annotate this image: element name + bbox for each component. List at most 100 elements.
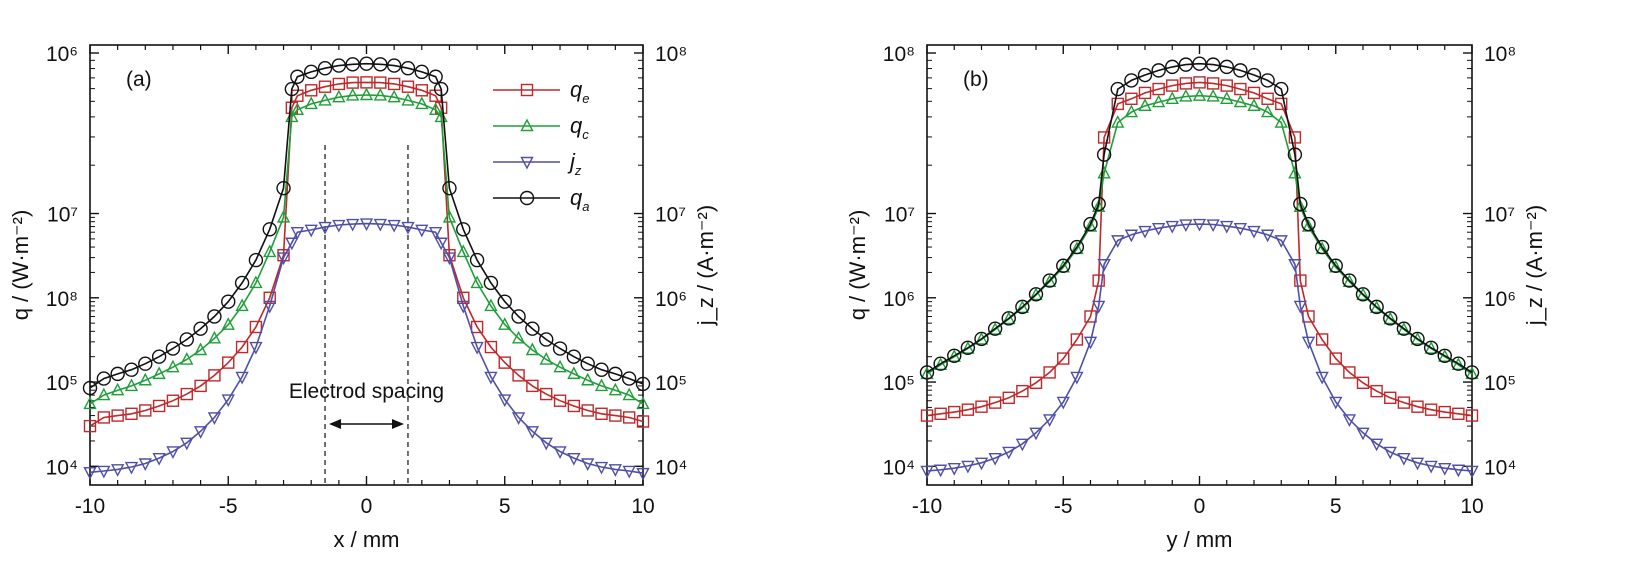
data-point: [1383, 311, 1397, 325]
data-point: [318, 92, 332, 106]
data-point: [539, 332, 554, 347]
data-point: [1016, 384, 1029, 398]
data-point: [1356, 287, 1370, 301]
data-point: [442, 209, 457, 223]
data-point: [1002, 446, 1016, 460]
data-point: [567, 452, 581, 466]
data-point: [1438, 405, 1451, 419]
data-point: [1205, 57, 1221, 72]
y-tick-label-right: 10⁶: [655, 288, 687, 311]
data-point: [526, 379, 539, 393]
data-point: [1424, 403, 1438, 416]
plot-frame: [89, 44, 644, 486]
series-line-j-z: [926, 223, 1473, 472]
data-point: [1246, 67, 1262, 83]
data-point: [1410, 457, 1425, 471]
data-point: [1192, 218, 1207, 232]
legend-label-base: q: [570, 185, 583, 210]
data-point: [539, 352, 553, 365]
data-point: [636, 415, 650, 428]
data-point: [138, 372, 152, 386]
data-point: [1274, 235, 1288, 248]
data-point: [622, 387, 636, 401]
data-point: [1070, 371, 1084, 385]
data-point: [1083, 216, 1098, 232]
data-point: [1342, 274, 1357, 287]
data-point: [97, 465, 111, 479]
data-point: [1288, 259, 1302, 272]
data-point: [525, 426, 540, 439]
data-point: [581, 404, 594, 417]
legend-label-base: j: [567, 149, 576, 174]
data-point: [498, 356, 511, 369]
arrow-left-icon: [329, 419, 342, 429]
data-point: [235, 298, 249, 312]
data-point: [1355, 287, 1371, 302]
series-line-q-c: [926, 94, 1473, 375]
data-point: [1166, 79, 1179, 92]
data-point: [580, 356, 595, 371]
data-point: [124, 362, 139, 377]
x-tick-label: 0: [361, 495, 373, 518]
data-point: [249, 275, 263, 289]
data-point: [1220, 79, 1233, 92]
data-point: [443, 249, 456, 262]
data-point: [608, 382, 623, 396]
data-point: [1056, 396, 1070, 410]
data-point: [1465, 465, 1479, 479]
data-point: [1328, 258, 1343, 273]
data-point: [346, 87, 360, 101]
y-tick-label-left: 10⁷: [47, 204, 78, 227]
y-tick-label-right: 10⁶: [1484, 288, 1516, 311]
data-point: [434, 237, 448, 251]
data-point: [1274, 115, 1288, 128]
data-point: [636, 396, 650, 410]
data-point: [1111, 97, 1124, 111]
data-point: [166, 446, 180, 459]
data-point: [1342, 414, 1357, 427]
data-point: [345, 57, 360, 72]
data-point: [305, 84, 318, 97]
data-point: [222, 356, 235, 369]
data-point: [1015, 300, 1030, 314]
data-point: [1002, 391, 1015, 405]
data-point: [193, 426, 208, 439]
legend-label-j-z: jz: [567, 149, 582, 178]
data-point: [1083, 336, 1098, 350]
y-tick-label-left: 10⁷: [884, 204, 915, 227]
data-point: [1411, 400, 1424, 413]
data-point: [974, 457, 989, 471]
data-point: [1465, 409, 1479, 422]
data-point: [595, 407, 608, 420]
data-point: [947, 462, 961, 476]
data-point: [1151, 222, 1166, 236]
data-point: [194, 379, 207, 393]
y-axis-title-left: q / (W·m⁻²): [8, 210, 33, 321]
data-point: [933, 356, 948, 371]
data-point: [1125, 92, 1138, 105]
data-point: [961, 341, 975, 354]
data-point: [1029, 376, 1043, 389]
legend-label-base: q: [570, 113, 583, 138]
data-point: [1151, 63, 1166, 78]
data-point: [947, 348, 962, 363]
data-point: [498, 394, 512, 408]
y-tick-label-left: 10⁴: [46, 456, 78, 479]
data-point: [415, 224, 429, 238]
data-point: [234, 275, 250, 291]
data-point: [1451, 464, 1466, 478]
data-point: [1260, 104, 1275, 118]
data-point: [207, 330, 222, 344]
data-point: [456, 300, 470, 314]
data-point: [97, 411, 111, 424]
data-point: [1096, 147, 1112, 162]
legend-label-subscript: a: [582, 199, 589, 214]
chart-panel-a: -10 -5 0 5 10 10⁶ 10⁸ 10⁷ 10⁷ 10⁸ 10⁶ 10⁵ 10⁵ 10⁴ 10⁴ x…: [8, 43, 718, 552]
data-point: [1124, 73, 1139, 88]
data-point: [1111, 115, 1125, 128]
data-point: [511, 412, 526, 425]
y-tick-label-left: 10⁸: [883, 43, 915, 66]
data-point: [456, 222, 471, 237]
data-point: [1029, 287, 1043, 301]
data-point: [1193, 76, 1206, 89]
